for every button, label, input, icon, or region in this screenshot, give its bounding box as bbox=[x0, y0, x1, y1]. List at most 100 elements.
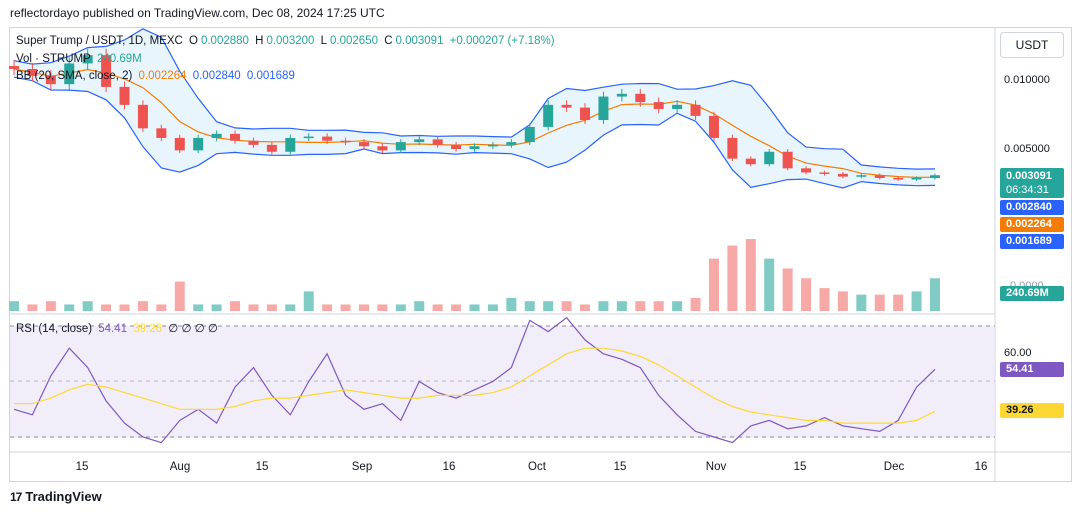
volume-bar bbox=[101, 304, 112, 311]
volume-bar bbox=[727, 245, 738, 311]
legend-change: +0.000207 (+7.18%) bbox=[449, 35, 555, 47]
candle-body bbox=[211, 133, 222, 138]
x-tick-label: 16 bbox=[443, 461, 456, 473]
rsi-line bbox=[13, 316, 936, 444]
candle-body bbox=[616, 93, 627, 97]
tradingview-footer[interactable]: 17 TradingView bbox=[10, 489, 102, 504]
legend-rsi-value: 54.41 bbox=[98, 323, 128, 335]
candle-body bbox=[174, 137, 185, 151]
candle-body bbox=[358, 142, 369, 147]
candle-body bbox=[764, 151, 775, 165]
x-tick-label: Sep bbox=[352, 461, 372, 473]
legend-bb[interactable]: BB (20, SMA, close, 2) 0.002264 0.002840… bbox=[16, 70, 298, 82]
legend-rsi[interactable]: RSI (14, close) 54.41 39.26 ∅ ∅ ∅ ∅ bbox=[16, 321, 221, 335]
chart-frame bbox=[9, 27, 1072, 482]
currency-button[interactable]: USDT bbox=[1000, 32, 1064, 58]
volume-bar bbox=[801, 278, 812, 311]
rsi-tag: 54.41 bbox=[1000, 362, 1064, 377]
bb-upper-line bbox=[13, 28, 936, 170]
volume-bar bbox=[193, 304, 204, 311]
volume-bar bbox=[156, 304, 167, 311]
legend-open: 0.002880 bbox=[200, 35, 249, 47]
rsi-ma-line bbox=[14, 347, 936, 424]
candle-body bbox=[45, 75, 56, 85]
volume-tag: 240.69M bbox=[1000, 286, 1064, 301]
volume-bar bbox=[9, 301, 19, 311]
candle-body bbox=[432, 139, 443, 145]
volume-bar bbox=[45, 301, 56, 311]
volume-bar bbox=[285, 304, 296, 311]
volume-bar bbox=[211, 304, 222, 311]
candle-body bbox=[285, 137, 296, 152]
volume-bar bbox=[911, 291, 922, 311]
candle-body bbox=[727, 137, 738, 159]
candle-body bbox=[377, 146, 388, 151]
candle-body bbox=[487, 144, 498, 147]
volume-bar bbox=[764, 258, 775, 311]
candle-body bbox=[137, 104, 148, 129]
x-tick-label: Dec bbox=[884, 461, 905, 473]
candle-body bbox=[524, 126, 535, 143]
candle-body bbox=[395, 142, 406, 151]
volume-bar bbox=[469, 304, 480, 311]
volume-bar bbox=[893, 294, 904, 311]
volume-bar bbox=[358, 304, 369, 311]
candle-body bbox=[266, 144, 277, 152]
candle-body bbox=[193, 137, 204, 151]
volume-bar bbox=[340, 304, 351, 311]
legend-volume[interactable]: Vol · STRUMP 240.69M bbox=[16, 53, 145, 65]
candle-body bbox=[635, 93, 646, 103]
x-tick-label: 15 bbox=[76, 461, 89, 473]
legend-bb-basis: 0.002264 bbox=[138, 70, 187, 82]
candle-body bbox=[672, 104, 683, 109]
legend-rsi-label: RSI (14, close) bbox=[16, 323, 93, 335]
candle-body bbox=[64, 63, 75, 85]
candle-body bbox=[598, 96, 609, 121]
volume-bar bbox=[27, 304, 38, 311]
volume-bar bbox=[672, 301, 683, 311]
volume-bar bbox=[524, 301, 535, 311]
candle-body bbox=[561, 104, 572, 108]
candle-body bbox=[248, 140, 259, 145]
candle-body bbox=[911, 177, 922, 180]
tradingview-logo-icon: 17 bbox=[10, 489, 22, 504]
legend-l-label: L bbox=[320, 35, 328, 47]
candle-body bbox=[837, 173, 848, 177]
x-tick-label: Aug bbox=[170, 461, 190, 473]
x-tick-label: 15 bbox=[256, 461, 269, 473]
legend-high: 0.003200 bbox=[266, 35, 315, 47]
candle-body bbox=[580, 107, 591, 121]
legend-bb-lower: 0.001689 bbox=[246, 70, 295, 82]
candle-body bbox=[469, 146, 480, 149]
bb-lower-line bbox=[13, 76, 936, 189]
volume-bar bbox=[819, 288, 830, 311]
legend-main: Super Trump / USDT, 1D, MEXC O 0.002880 H… bbox=[16, 35, 558, 47]
last-price-tag: 0.003091 06:34:31 bbox=[1000, 168, 1064, 198]
last-price-value: 0.003091 bbox=[1006, 170, 1052, 182]
legend-symbol[interactable]: Super Trump / USDT, 1D, MEXC bbox=[16, 35, 183, 47]
bb-lower-tag: 0.001689 bbox=[1000, 234, 1064, 249]
x-tick-label: 16 bbox=[975, 461, 988, 473]
legend-c-label: C bbox=[384, 35, 393, 47]
volume-bar bbox=[930, 278, 940, 311]
bar-countdown: 06:34:31 bbox=[1006, 184, 1049, 196]
volume-bar bbox=[782, 268, 793, 311]
legend-low: 0.002650 bbox=[330, 35, 378, 47]
volume-bar bbox=[745, 239, 756, 311]
x-tick-label: 15 bbox=[794, 461, 807, 473]
volume-bar bbox=[506, 297, 517, 311]
price-tick-10000: 0.010000 bbox=[1004, 74, 1050, 86]
candle-body bbox=[801, 168, 812, 173]
volume-bar bbox=[64, 304, 75, 311]
x-tick-label: Oct bbox=[528, 461, 547, 473]
legend-bb-upper: 0.002840 bbox=[192, 70, 241, 82]
volume-bar bbox=[487, 304, 498, 311]
candle-body bbox=[745, 158, 756, 165]
candle-body bbox=[414, 139, 425, 143]
publish-header: reflectordayo published on TradingView.c… bbox=[10, 6, 385, 20]
x-tick-label: Nov bbox=[706, 461, 727, 473]
candle-body bbox=[9, 65, 19, 69]
candle-body bbox=[874, 175, 885, 178]
volume-bar bbox=[137, 301, 148, 311]
